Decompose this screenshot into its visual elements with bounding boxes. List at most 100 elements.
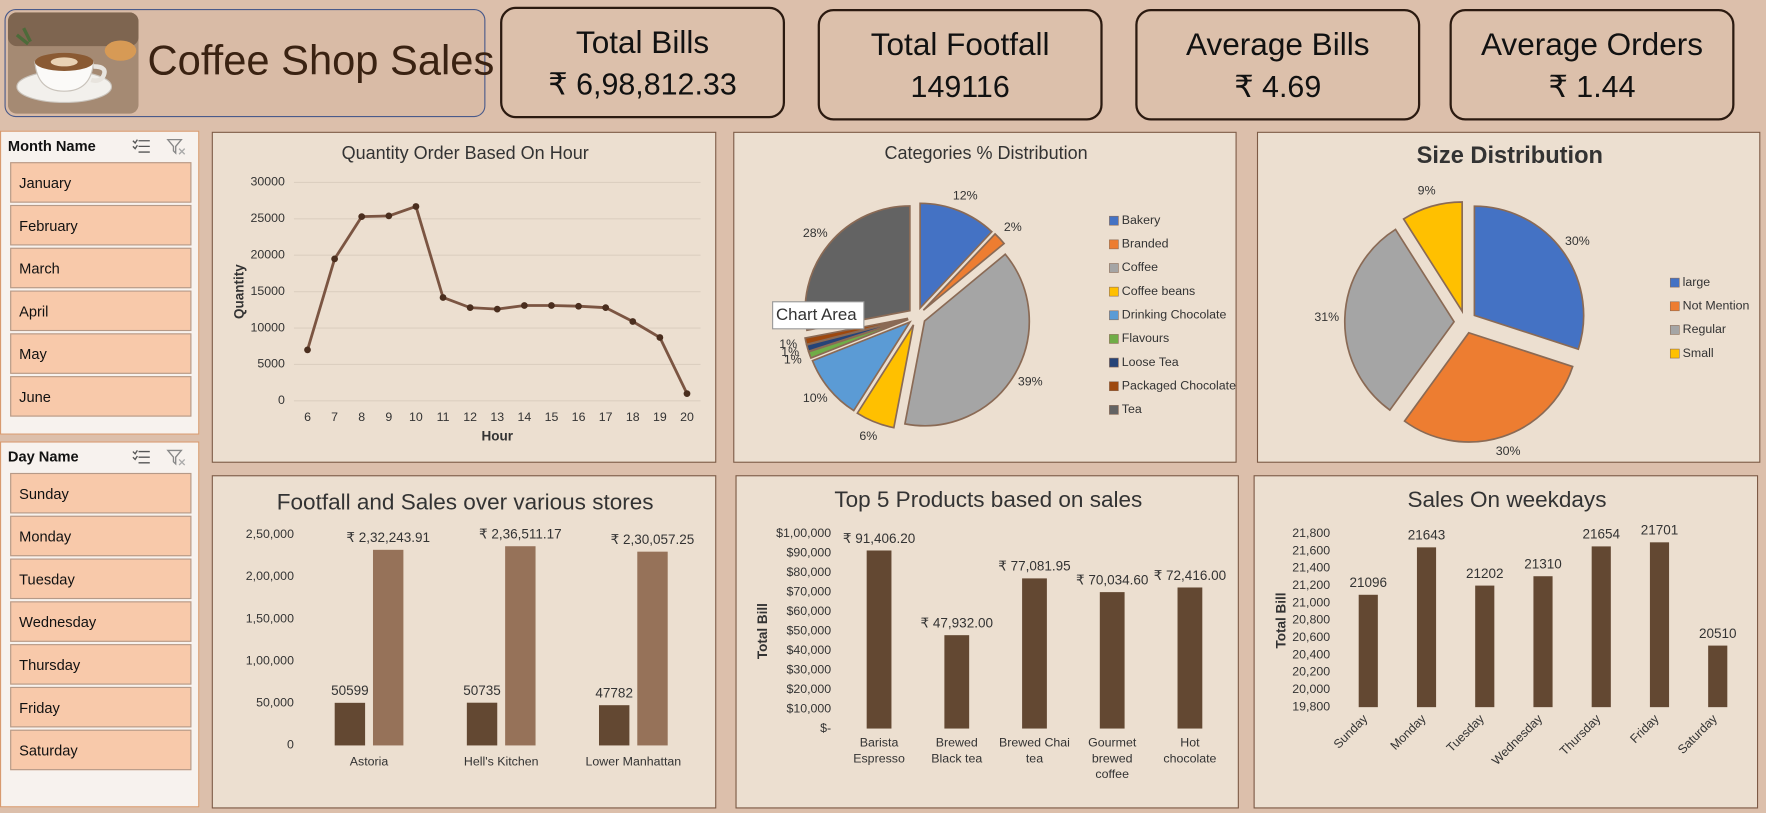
data-label: 1% bbox=[784, 353, 802, 367]
chart: Size Distribution 30% 30% 31% 9% large Not Men… bbox=[1314, 143, 1749, 458]
y-tick-label: $1,00,000 bbox=[776, 526, 831, 540]
x-tick-label: 11 bbox=[437, 410, 450, 424]
data-label: ₹ 77,081.95 bbox=[998, 559, 1070, 574]
x-tick-label: 8 bbox=[358, 410, 365, 424]
pie-slice bbox=[1403, 331, 1574, 443]
x-tick-label-box: Brewed Black tea bbox=[931, 736, 982, 765]
data-label: 21096 bbox=[1349, 575, 1387, 590]
bar bbox=[1099, 592, 1125, 729]
y-tick-label: 21,400 bbox=[1292, 561, 1330, 575]
data-label: 21202 bbox=[1466, 566, 1504, 581]
y-tick-label: 20,200 bbox=[1292, 665, 1330, 679]
slicer-item[interactable]: Monday bbox=[10, 515, 192, 557]
slicer-item[interactable]: Tuesday bbox=[10, 558, 192, 600]
tooltip-box bbox=[772, 301, 865, 330]
slicer-item[interactable]: April bbox=[10, 290, 192, 332]
slicer-item[interactable]: Sunday bbox=[10, 472, 192, 514]
data-label: 31% bbox=[1314, 310, 1339, 324]
pie-slice bbox=[804, 317, 909, 346]
bar bbox=[1533, 576, 1553, 708]
data-label: 21310 bbox=[1524, 557, 1562, 572]
slicer-item[interactable]: June bbox=[10, 376, 192, 417]
line-marker bbox=[520, 302, 528, 309]
line-marker bbox=[683, 390, 691, 397]
x-tick-label: Tuesday bbox=[1444, 711, 1488, 755]
slicer-item[interactable]: Thursday bbox=[10, 644, 192, 685]
y-tick-label: 21,200 bbox=[1292, 578, 1330, 592]
y-tick-label: 50,000 bbox=[256, 696, 294, 710]
data-label: 1% bbox=[779, 337, 797, 351]
line-marker bbox=[493, 305, 501, 313]
y-tick-label: 0 bbox=[287, 738, 294, 752]
slicer-item[interactable]: Saturday bbox=[10, 729, 192, 771]
data-label: 6% bbox=[859, 429, 877, 443]
y-axis-title: Total Bill bbox=[755, 603, 770, 659]
x-tick-label: 17 bbox=[599, 410, 613, 424]
chart-panel: Quantity Order Based On Hour 0 5000 10000 15… bbox=[211, 131, 717, 463]
data-label: 50735 bbox=[463, 683, 501, 698]
kpi-card: Average Orders ₹ 1.44 bbox=[1449, 9, 1735, 121]
legend-swatch bbox=[1109, 286, 1119, 297]
y-tick-label: 20,400 bbox=[1292, 647, 1330, 661]
y-tick-label: 1,00,000 bbox=[246, 653, 294, 667]
y-tick-label: $10,000 bbox=[786, 701, 831, 715]
y-tick-label: 1,50,000 bbox=[246, 611, 294, 625]
legend-swatch bbox=[1109, 405, 1119, 415]
pie-slice bbox=[1473, 205, 1585, 351]
data-label: 1% bbox=[781, 345, 799, 359]
slicer-title: Day Name bbox=[7, 448, 79, 466]
bar bbox=[1591, 546, 1611, 708]
legend-swatch bbox=[1109, 381, 1119, 392]
data-label: ₹ 91,406.20 bbox=[843, 531, 915, 546]
slicer-item[interactable]: Wednesday bbox=[10, 601, 192, 642]
legend-label: Packaged Chocolate bbox=[1122, 378, 1236, 392]
slicer-item[interactable]: March bbox=[10, 247, 192, 289]
month-slicer: Month Name January February March April May J… bbox=[0, 130, 200, 435]
y-axis-title: Quantity bbox=[231, 264, 246, 319]
slicer-icons[interactable] bbox=[132, 448, 200, 466]
data-label: 30% bbox=[1565, 234, 1590, 248]
bar bbox=[372, 549, 404, 746]
day-slicer: Day Name Sunday Monday Tuesday Wednesday Thu… bbox=[0, 441, 200, 808]
bar bbox=[1022, 578, 1047, 729]
x-tick-label-box: Barista Espresso bbox=[853, 736, 905, 766]
slicer-item[interactable]: January bbox=[10, 162, 192, 203]
kpi-value: ₹ 6,98,812.33 bbox=[548, 67, 737, 102]
slicer-item[interactable]: February bbox=[10, 204, 192, 246]
legend-swatch bbox=[1109, 310, 1119, 321]
bar bbox=[1475, 585, 1495, 708]
data-label: ₹ 47,932.00 bbox=[921, 615, 993, 630]
legend-swatch bbox=[1669, 301, 1680, 312]
chart-title: Footfall and Sales over various stores bbox=[277, 489, 654, 514]
line-marker bbox=[439, 294, 447, 301]
x-tick-label: Thursday bbox=[1557, 711, 1604, 758]
data-label: ₹ 72,416.00 bbox=[1154, 568, 1226, 583]
data-label: 21701 bbox=[1641, 523, 1679, 538]
y-tick-label: 20000 bbox=[251, 248, 286, 262]
line-marker bbox=[629, 318, 637, 325]
legend-swatch bbox=[1669, 348, 1680, 359]
x-tick-label: Monday bbox=[1388, 711, 1430, 753]
kpi-card: Average Bills ₹ 4.69 bbox=[1135, 9, 1421, 121]
x-tick-label: 10 bbox=[409, 410, 423, 424]
slicer-item[interactable]: May bbox=[10, 333, 192, 374]
data-label: 12% bbox=[953, 188, 978, 202]
data-label: ₹ 2,32,243.91 bbox=[346, 530, 430, 545]
x-tick-label: Barista Espresso bbox=[853, 736, 905, 766]
bar bbox=[334, 702, 366, 746]
data-label: 39% bbox=[1018, 375, 1043, 389]
line-marker bbox=[331, 255, 338, 263]
slicer-item[interactable]: Friday bbox=[10, 686, 192, 728]
line-marker bbox=[304, 346, 311, 354]
legend-label: Branded bbox=[1122, 237, 1169, 251]
slicer-icons[interactable] bbox=[132, 137, 200, 155]
y-tick-label: $50,000 bbox=[786, 623, 831, 637]
legend-swatch bbox=[1109, 357, 1119, 368]
bar bbox=[466, 702, 498, 746]
y-tick-label: $70,000 bbox=[786, 584, 831, 598]
x-tick-label: Brewed Chai tea bbox=[999, 736, 1070, 766]
bar bbox=[1708, 645, 1728, 708]
y-tick-label: $20,000 bbox=[786, 682, 831, 696]
data-label: ₹ 2,36,511.17 bbox=[479, 527, 562, 542]
